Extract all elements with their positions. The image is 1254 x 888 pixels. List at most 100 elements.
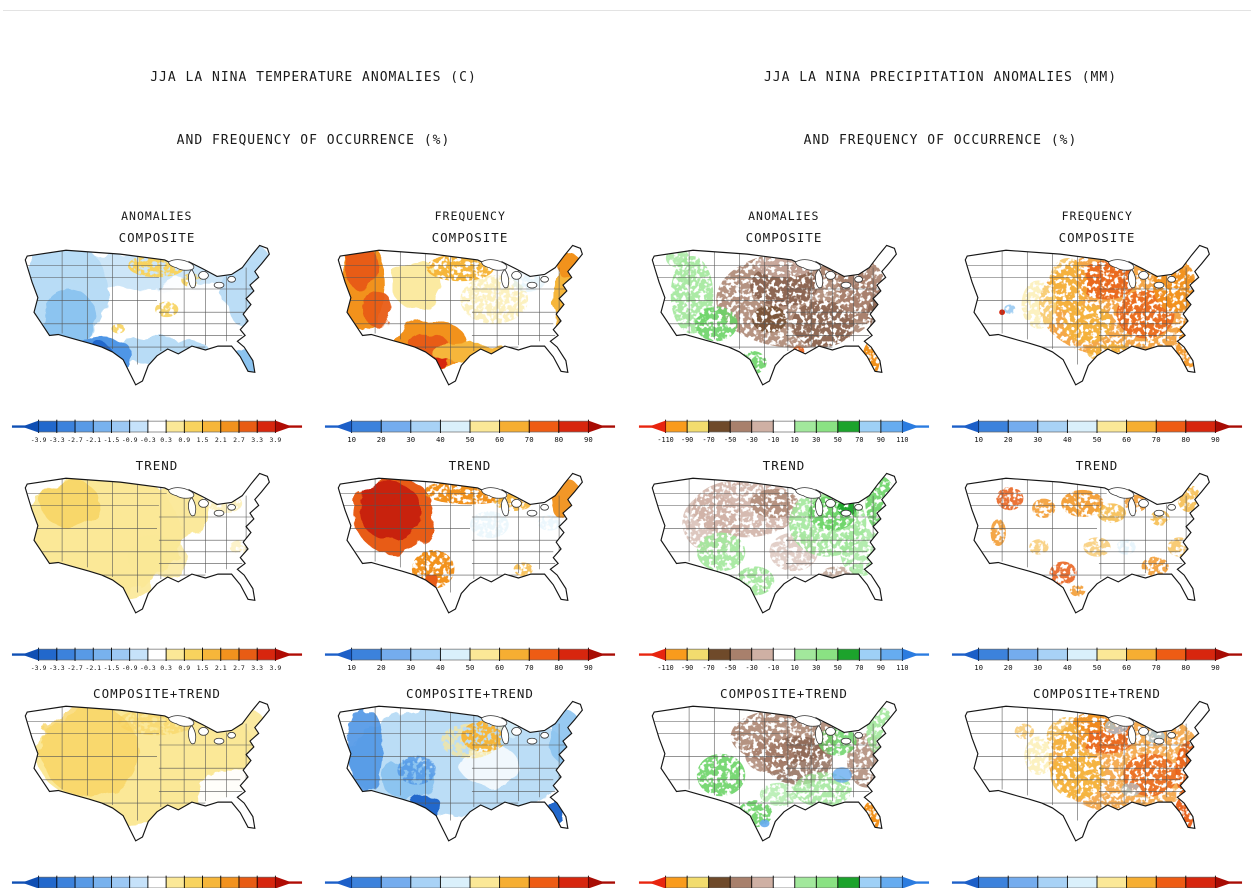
map-row-label: TREND <box>448 458 492 473</box>
map-precip-anomalies-composite-trend: COMPOSITE+TREND <box>636 683 932 867</box>
svg-text:-2.7: -2.7 <box>67 436 83 444</box>
svg-text:2.1: 2.1 <box>215 436 227 444</box>
svg-text:70: 70 <box>525 435 534 444</box>
map-row-label: COMPOSITE <box>431 230 509 245</box>
svg-text:80: 80 <box>554 435 563 444</box>
us-map <box>337 472 583 614</box>
svg-text:-3.9: -3.9 <box>31 436 47 444</box>
svg-text:110: 110 <box>896 664 908 672</box>
svg-text:60: 60 <box>495 435 504 444</box>
svg-text:60: 60 <box>495 663 504 672</box>
temperature-title-line1: JJA LA NINA TEMPERATURE ANOMALIES (C) <box>150 70 477 85</box>
svg-text:-30: -30 <box>746 436 758 444</box>
frequency-shading <box>990 485 1201 597</box>
svg-text:50: 50 <box>834 436 842 444</box>
svg-text:50: 50 <box>1093 435 1102 444</box>
map-temp-frequency-composite: COMPOSITE <box>322 227 618 411</box>
svg-text:-70: -70 <box>703 436 715 444</box>
svg-text:-2.1: -2.1 <box>85 436 101 444</box>
svg-text:70: 70 <box>855 436 863 444</box>
svg-text:90: 90 <box>584 435 593 444</box>
svg-text:80: 80 <box>554 663 563 672</box>
us-map <box>651 244 897 386</box>
map-row-label: COMPOSITE+TREND <box>406 686 534 701</box>
precipitation-title-line2: AND FREQUENCY OF OCCURRENCE (%) <box>803 133 1078 148</box>
svg-text:10: 10 <box>974 435 983 444</box>
svg-text:-10: -10 <box>767 436 779 444</box>
frequency-shading <box>999 251 1204 368</box>
svg-text:10: 10 <box>791 436 799 444</box>
svg-text:90: 90 <box>877 436 885 444</box>
us-map <box>964 244 1210 386</box>
precipitation-column-header-frequency: FREQUENCY <box>1061 209 1133 223</box>
svg-text:80: 80 <box>1181 435 1190 444</box>
svg-text:30: 30 <box>812 664 820 672</box>
map-precip-anomalies-trend: TREND <box>636 455 932 639</box>
svg-text:90: 90 <box>1211 435 1220 444</box>
svg-text:50: 50 <box>466 663 475 672</box>
anomaly-shading <box>696 707 896 833</box>
svg-text:2.7: 2.7 <box>233 436 245 444</box>
svg-text:50: 50 <box>466 435 475 444</box>
svg-text:10: 10 <box>347 435 356 444</box>
svg-text:30: 30 <box>1033 663 1042 672</box>
temperature-anomaly-colorbar: -3.9-3.3-2.7-2.1-1.5-0.9-0.3 0.3 0.9 1.5 2.1… <box>11 419 303 444</box>
svg-text:-50: -50 <box>724 436 736 444</box>
svg-text:40: 40 <box>1063 663 1072 672</box>
svg-text:70: 70 <box>855 664 863 672</box>
map-row-label: COMPOSITE+TREND <box>93 686 221 701</box>
svg-text:-0.3: -0.3 <box>140 436 156 444</box>
top-divider <box>3 10 1251 11</box>
svg-text:70: 70 <box>1152 663 1161 672</box>
precipitation-panel: JJA LA NINA PRECIPITATION ANOMALIES (MM)… <box>627 11 1254 888</box>
temperature-column-header-frequency: FREQUENCY <box>434 209 506 223</box>
us-map <box>24 700 270 842</box>
us-map <box>964 472 1210 614</box>
map-row-label: COMPOSITE <box>745 230 823 245</box>
svg-text:30: 30 <box>406 435 415 444</box>
svg-text:-30: -30 <box>746 664 758 672</box>
precipitation-title-line1: JJA LA NINA PRECIPITATION ANOMALIES (MM) <box>763 70 1118 85</box>
map-precip-frequency-trend: TREND <box>949 455 1245 639</box>
svg-text:20: 20 <box>377 663 386 672</box>
map-row-label: TREND <box>135 458 179 473</box>
svg-text:0.3: 0.3 <box>160 664 172 672</box>
svg-text:110: 110 <box>896 436 908 444</box>
temperature-anomaly-colorbar: -3.9-3.3-2.7-2.1-1.5-0.9-0.3 0.3 0.9 1.5 2.1… <box>11 647 303 672</box>
svg-text:30: 30 <box>406 663 415 672</box>
svg-text:1.5: 1.5 <box>197 436 209 444</box>
map-row-label: COMPOSITE <box>1058 230 1136 245</box>
us-map <box>651 700 897 842</box>
us-map <box>337 700 583 842</box>
svg-text:10: 10 <box>974 663 983 672</box>
map-precip-anomalies-composite: COMPOSITE <box>636 227 932 411</box>
svg-text:-0.9: -0.9 <box>122 664 138 672</box>
frequency-shading <box>342 245 581 371</box>
anomaly-shading <box>25 245 270 379</box>
svg-text:1.5: 1.5 <box>197 664 209 672</box>
svg-text:-0.9: -0.9 <box>122 436 138 444</box>
temperature-column-header-anomalies: ANOMALIES <box>121 209 193 223</box>
map-temp-anomalies-trend: TREND <box>9 455 305 639</box>
svg-text:-3.3: -3.3 <box>49 436 65 444</box>
svg-text:70: 70 <box>1152 435 1161 444</box>
us-map <box>337 244 583 386</box>
map-row-label: COMPOSITE+TREND <box>720 686 848 701</box>
precipitation-panel-title: JJA LA NINA PRECIPITATION ANOMALIES (MM)… <box>627 25 1254 193</box>
svg-text:30: 30 <box>812 436 820 444</box>
svg-text:90: 90 <box>584 663 593 672</box>
svg-text:20: 20 <box>1004 435 1013 444</box>
svg-text:-2.1: -2.1 <box>85 664 101 672</box>
svg-text:50: 50 <box>1093 663 1102 672</box>
map-temp-frequency-composite-trend: COMPOSITE+TREND <box>322 683 618 867</box>
svg-text:-10: -10 <box>767 664 779 672</box>
temperature-title-line2: AND FREQUENCY OF OCCURRENCE (%) <box>176 133 451 148</box>
